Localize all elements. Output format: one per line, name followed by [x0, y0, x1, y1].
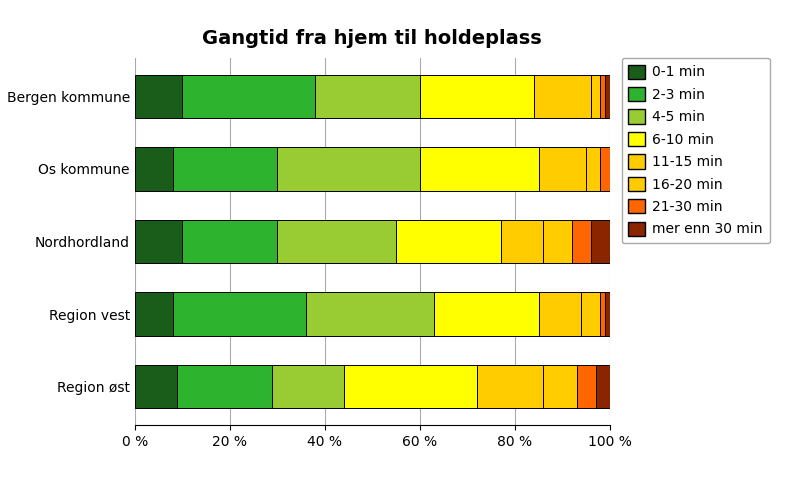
Bar — [543, 220, 572, 263]
Bar — [272, 365, 344, 408]
Bar — [420, 147, 539, 191]
Bar — [586, 147, 600, 191]
Bar — [605, 292, 610, 336]
Bar — [600, 75, 605, 118]
Bar — [396, 220, 501, 263]
Bar — [135, 75, 182, 118]
Bar — [572, 220, 591, 263]
Bar — [591, 220, 610, 263]
Bar — [135, 292, 173, 336]
Bar — [581, 292, 600, 336]
Bar — [135, 147, 173, 191]
Bar — [182, 220, 277, 263]
Bar — [315, 75, 420, 118]
Bar — [344, 365, 477, 408]
Bar — [591, 75, 600, 118]
Bar — [596, 365, 610, 408]
Bar — [600, 147, 610, 191]
Bar — [534, 75, 591, 118]
Bar — [306, 292, 434, 336]
Bar — [277, 220, 396, 263]
Bar — [600, 292, 605, 336]
Bar — [135, 220, 182, 263]
Bar — [173, 147, 277, 191]
Bar — [543, 365, 577, 408]
Bar — [539, 147, 586, 191]
Legend: 0-1 min, 2-3 min, 4-5 min, 6-10 min, 11-15 min, 16-20 min, 21-30 min, mer enn 30: 0-1 min, 2-3 min, 4-5 min, 6-10 min, 11-… — [622, 57, 770, 243]
Bar — [182, 75, 315, 118]
Bar — [177, 365, 272, 408]
Bar — [539, 292, 581, 336]
Bar — [434, 292, 539, 336]
Bar — [577, 365, 596, 408]
Bar — [501, 220, 543, 263]
Bar — [135, 365, 177, 408]
Bar — [605, 75, 610, 118]
Bar — [477, 365, 543, 408]
Title: Gangtid fra hjem til holdeplass: Gangtid fra hjem til holdeplass — [203, 29, 542, 48]
Bar — [173, 292, 306, 336]
Bar — [420, 75, 534, 118]
Bar — [277, 147, 420, 191]
